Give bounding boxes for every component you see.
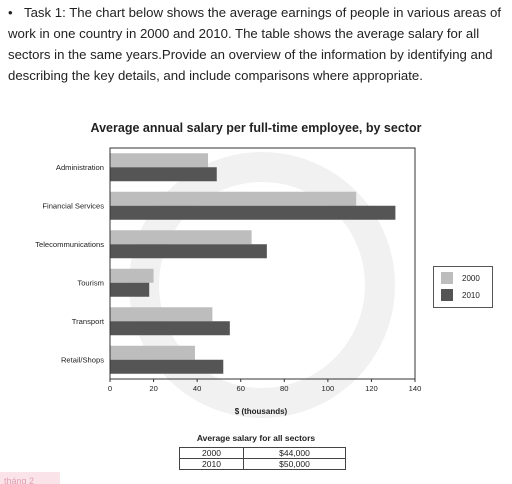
category-label: Transport (72, 317, 105, 326)
category-label: Financial Services (42, 201, 104, 210)
task-text: Task 1: The chart below shows the averag… (8, 5, 501, 83)
x-tick-label: 100 (322, 384, 335, 393)
category-label: Retail/Shops (61, 355, 104, 364)
table-cell-year: 2010 (178, 458, 245, 470)
legend-swatch-2000 (441, 272, 453, 284)
average-salary-table: 2000 $44,000 2010 $50,000 (178, 447, 346, 470)
legend: 2000 2010 (433, 266, 493, 308)
category-label: Administration (56, 163, 104, 172)
table-row: 2010 $50,000 (178, 458, 346, 470)
legend-item-2010: 2010 (441, 289, 480, 301)
legend-swatch-2010 (441, 289, 453, 301)
bar-2000-tourism (110, 268, 154, 283)
table-cell-salary: $44,000 (243, 447, 346, 459)
x-tick-label: 140 (409, 384, 422, 393)
bar-2010-telecommunications (110, 244, 267, 259)
bar-2000-financial-services (110, 191, 357, 206)
bar-2000-transport (110, 307, 213, 322)
table-title: Average salary for all sectors (196, 433, 316, 443)
x-tick-label: 80 (280, 384, 288, 393)
category-label: Tourism (77, 278, 104, 287)
bar-2010-transport (110, 321, 230, 336)
table-cell-salary: $50,000 (243, 458, 346, 470)
x-axis-label: $ (thousands) (235, 407, 288, 416)
bar-2010-administration (110, 167, 217, 182)
legend-label-2000: 2000 (462, 273, 480, 283)
chart-title: Average annual salary per full-time empl… (90, 121, 422, 135)
x-tick-label: 20 (149, 384, 157, 393)
stamp-label: tháng 2 (0, 472, 60, 484)
bar-2010-financial-services (110, 205, 396, 220)
bar-2010-tourism (110, 282, 150, 297)
x-tick-label: 40 (193, 384, 201, 393)
legend-label-2010: 2010 (462, 290, 480, 300)
bar-2000-telecommunications (110, 230, 252, 245)
x-tick-label: 120 (365, 384, 378, 393)
bar-2000-retail-shops (110, 345, 195, 360)
category-label: Telecommunications (35, 240, 104, 249)
bullet: • (8, 5, 13, 20)
x-tick-label: 0 (108, 384, 112, 393)
bar-2010-retail-shops (110, 359, 224, 374)
x-tick-label: 60 (236, 384, 244, 393)
table-row: 2000 $44,000 (178, 447, 346, 459)
bar-2000-administration (110, 153, 209, 168)
task-prompt: • Task 1: The chart below shows the avera… (8, 2, 508, 86)
legend-item-2000: 2000 (441, 272, 480, 284)
plot-frame (109, 147, 416, 380)
stamp-text: tháng 2 (4, 476, 35, 484)
table-cell-year: 2000 (178, 447, 245, 459)
